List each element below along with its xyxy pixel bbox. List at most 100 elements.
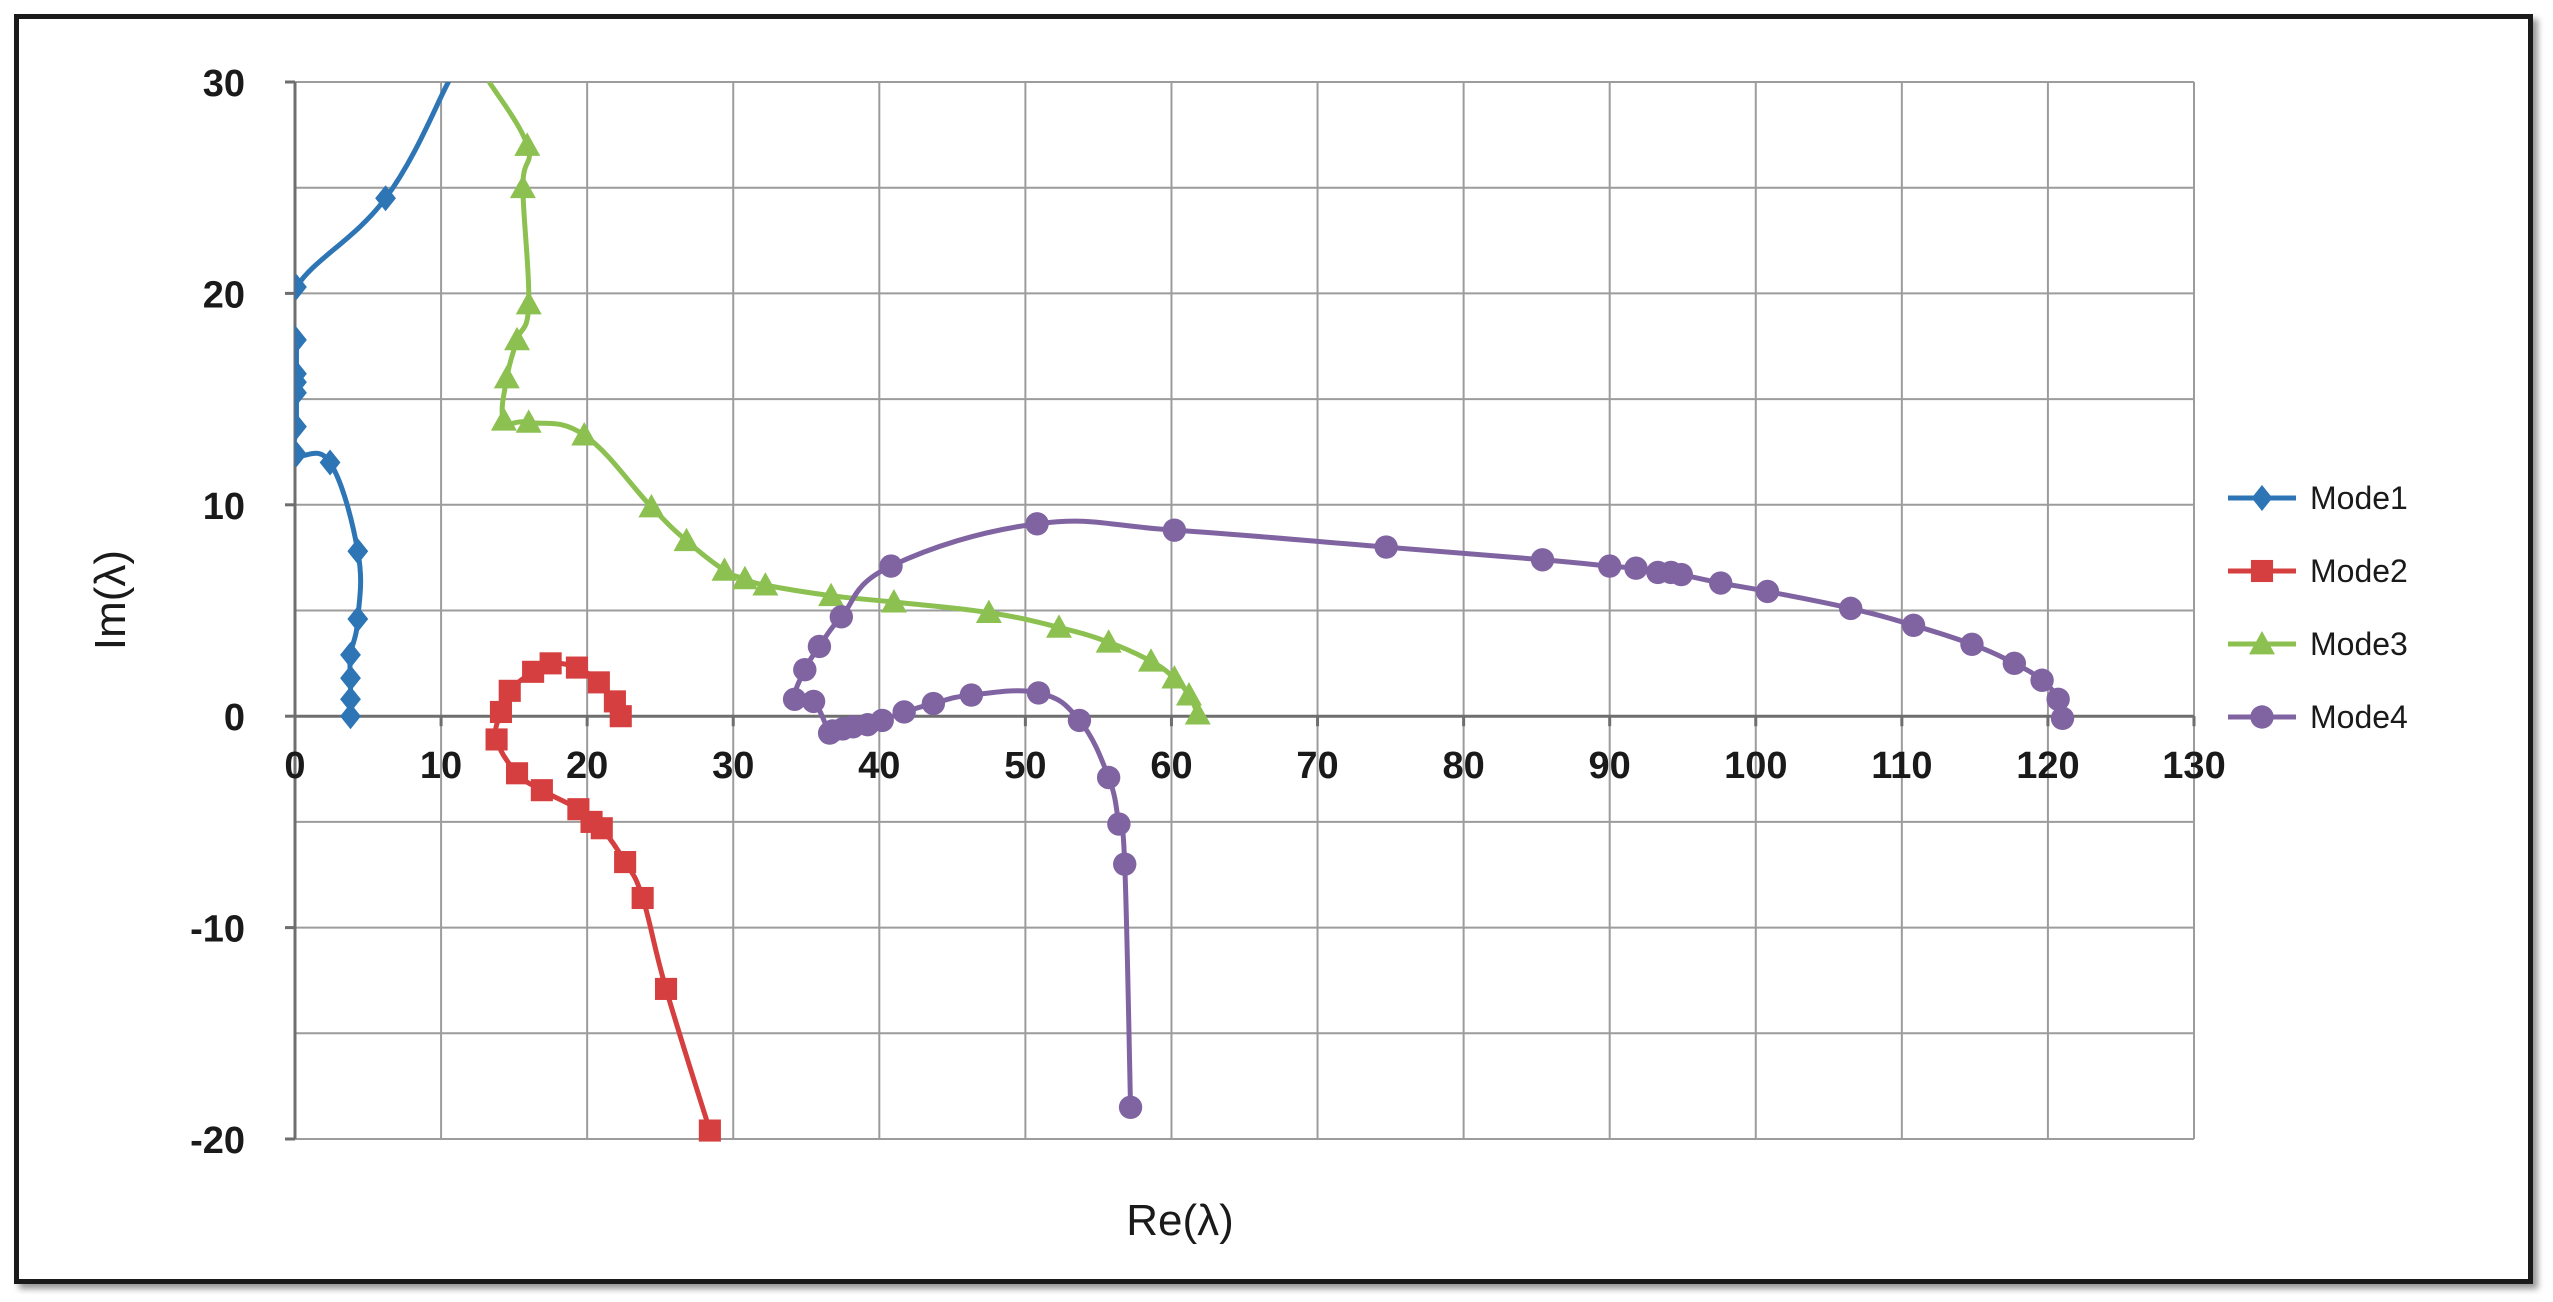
mode3-point	[493, 364, 520, 389]
mode1-point	[347, 605, 369, 632]
mode3-point	[515, 409, 542, 433]
mode3-point	[731, 565, 758, 590]
mode4-point	[1374, 535, 1398, 559]
x-tick-label: 110	[1871, 745, 1932, 787]
mode1-point	[295, 326, 307, 353]
mode3-point	[490, 407, 517, 431]
mode4-point	[1597, 554, 1622, 578]
mode2-point	[498, 679, 521, 702]
mode2-point	[539, 652, 562, 675]
y-axis-title: Im(λ)	[86, 550, 135, 650]
mode1-point	[295, 274, 307, 301]
mode3-point	[514, 132, 541, 156]
mode4-point	[892, 700, 916, 724]
mode4-point	[1960, 632, 1984, 657]
series-mode1	[295, 82, 451, 730]
mode3-point	[975, 599, 1002, 624]
mode4-point	[1113, 852, 1137, 876]
mode3-point	[571, 422, 598, 446]
mode4-point	[921, 691, 946, 716]
legend-entry-mode1: Mode1	[2228, 480, 2408, 516]
mode4-point	[1107, 812, 1131, 836]
legend-label: Mode4	[2310, 699, 2408, 735]
mode4-point	[793, 657, 817, 682]
x-tick-label: 90	[1589, 745, 1631, 787]
y-tick-label: -10	[190, 909, 245, 951]
mode1-point	[375, 185, 396, 212]
mode3-point	[638, 493, 665, 518]
mode4-point	[1162, 518, 1187, 542]
mode4-line	[791, 518, 2066, 1110]
mode4-point	[1901, 613, 1926, 637]
mode2-point	[489, 700, 513, 724]
mode1-point	[340, 686, 361, 713]
mode1-point	[319, 449, 341, 476]
y-tick-label: 0	[224, 697, 245, 739]
y-tick-label: 20	[203, 274, 245, 316]
legend-label: Mode2	[2310, 553, 2408, 589]
x-tick-label: 40	[858, 745, 900, 787]
mode4-point	[1026, 681, 1051, 705]
mode2-line	[493, 660, 713, 1134]
x-tick-label: 80	[1442, 745, 1484, 787]
mode2-point	[631, 886, 654, 910]
mode2-point	[522, 660, 545, 683]
mode1-point	[295, 413, 307, 440]
series-layer	[295, 82, 2075, 1142]
legend-marker	[2250, 559, 2274, 583]
mode1-point	[295, 441, 307, 468]
mode2-point	[587, 671, 610, 694]
mode3-point	[711, 557, 738, 581]
mode4-point	[2002, 651, 2027, 676]
x-tick-label: 30	[712, 745, 754, 787]
mode2-point	[590, 817, 613, 840]
legend-marker	[2251, 485, 2273, 511]
legend-label: Mode1	[2310, 480, 2408, 516]
mode4-point	[1530, 548, 1555, 572]
mode4-point	[959, 683, 984, 707]
mode1-point	[340, 641, 361, 668]
x-tick-label: 50	[1004, 745, 1046, 787]
x-axis-title: Re(λ)	[1126, 1196, 1234, 1245]
series-mode2	[485, 652, 721, 1142]
mode2-point	[698, 1119, 721, 1142]
x-tick-label: 60	[1150, 745, 1192, 787]
series-mode4	[782, 512, 2075, 1119]
x-tick-label: 130	[2162, 745, 2225, 787]
mode2-point	[614, 851, 637, 874]
y-tick-label: 30	[203, 63, 245, 105]
mode2-point	[530, 779, 553, 802]
mode3-point	[515, 290, 542, 315]
mode3-point	[1095, 629, 1122, 653]
mode3-point	[880, 589, 907, 613]
mode3-point	[673, 527, 700, 552]
x-tick-label: 120	[2016, 745, 2079, 787]
mode2-point	[485, 728, 508, 751]
legend-marker	[2250, 705, 2274, 729]
mode3-point	[818, 582, 845, 607]
mode2-point	[603, 690, 626, 713]
mode4-point	[879, 554, 903, 578]
mode4-point	[1067, 708, 1092, 733]
mode4-point	[2030, 668, 2054, 692]
mode3-point	[1161, 665, 1188, 689]
mode4-point	[782, 687, 807, 711]
mode4-point	[829, 605, 854, 629]
mode3-point	[1045, 614, 1072, 638]
mode4-point	[1025, 512, 1049, 536]
mode1-point	[340, 665, 361, 692]
mode3-point	[509, 174, 536, 199]
legend-entry-mode2: Mode2	[2228, 553, 2408, 589]
x-tick-label: 100	[1724, 745, 1787, 787]
mode3-point	[1184, 701, 1211, 725]
legend-marker	[2249, 631, 2275, 655]
mode2-point	[505, 762, 529, 785]
legend-label: Mode3	[2310, 626, 2408, 662]
tick-labels: 0 10 20 30 40 50 60 70 80 90 100 110 120 130 -20 -10 0 10…	[190, 63, 2226, 1162]
grid	[294, 81, 2195, 1140]
mode4-point	[1709, 571, 1733, 595]
mode4-point	[801, 689, 826, 714]
y-tick-label: 10	[203, 486, 245, 528]
legend: Mode1 Mode2 Mode3 Mode4	[2228, 480, 2408, 735]
